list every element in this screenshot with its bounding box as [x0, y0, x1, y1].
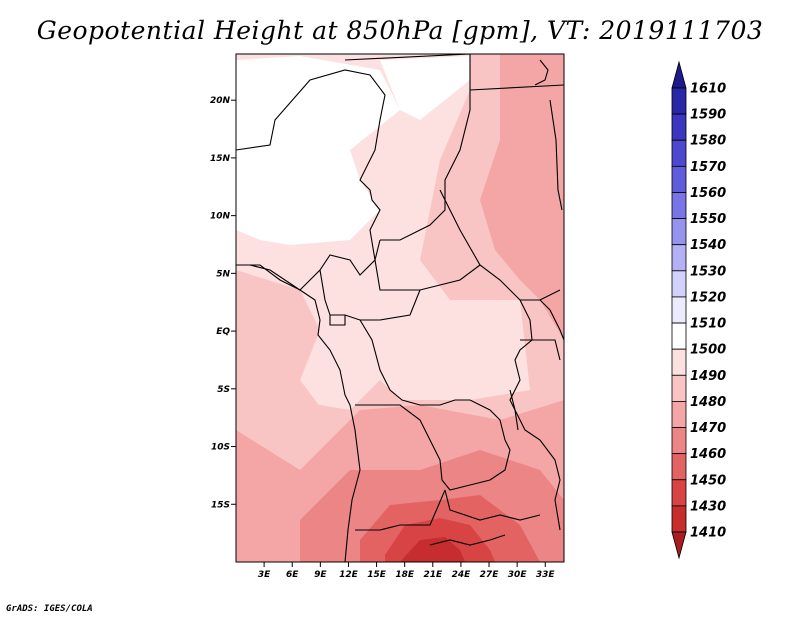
- border-car: [374, 239, 481, 291]
- y-tick-label: 10S: [211, 443, 230, 453]
- colorbar-box: [671, 401, 687, 428]
- lake-tanganyika: [509, 389, 519, 431]
- x-tick-label: 21E: [423, 570, 443, 580]
- colorbar-box: [671, 244, 687, 272]
- x-tick-label: 6E: [286, 570, 299, 580]
- colorbar-box: [671, 218, 687, 246]
- height-field: [236, 54, 564, 562]
- colorbar-label: 1470: [690, 421, 726, 436]
- field-1510-region: [236, 56, 400, 245]
- chart-title: Geopotential Height at 850hPa [gpm], VT:…: [36, 16, 764, 45]
- colorbar-box: [671, 87, 687, 115]
- colorbar-box: [671, 165, 687, 193]
- colorbar-box: [671, 427, 687, 455]
- border-sudan-south: [439, 189, 561, 301]
- x-tick-label: 24E: [452, 570, 472, 580]
- x-axis: 3E 6E 9E 12E 15E 18E 21E 24E 27E 30E 33E: [258, 562, 556, 580]
- colorbar-label: 1530: [690, 264, 726, 279]
- colorbar-label: 1510: [690, 317, 726, 332]
- colorbar-box: [671, 453, 687, 481]
- x-tick-label: 12E: [339, 570, 359, 580]
- border-zambia-zimbabwe: [444, 489, 541, 521]
- colorbar-box: [671, 139, 687, 167]
- colorbar-box: [671, 348, 687, 376]
- border-botswana: [429, 534, 506, 546]
- colorbar-label: 1570: [690, 160, 726, 175]
- field-1510-region-ne: [380, 56, 470, 120]
- coastlines-borders: [236, 54, 564, 562]
- x-tick-label: 27E: [480, 570, 500, 580]
- field-1430: [400, 537, 465, 562]
- grads-credit: GrADS: IGES/COLA: [6, 604, 93, 614]
- colorbar-label: 1460: [690, 447, 726, 462]
- border-kenya: [539, 299, 564, 341]
- y-tick-label: 15N: [210, 154, 231, 164]
- colorbar-label: 1430: [690, 499, 726, 514]
- border-egypt-sudan: [469, 84, 564, 91]
- plot-frame: [235, 53, 565, 563]
- colorbar-label: 1550: [690, 212, 726, 227]
- x-tick-label: 9E: [314, 570, 327, 580]
- sinai: [534, 59, 549, 86]
- border-namibia: [355, 489, 446, 531]
- y-tick-label: 20N: [210, 96, 231, 106]
- colorbar-box: [671, 322, 687, 350]
- y-tick-label: 5S: [217, 385, 230, 395]
- colorbar: 1610 1590 1580 1570 1560 1550 1540 1530 1520 1510…: [671, 60, 726, 560]
- y-tick-label: EQ: [216, 327, 230, 337]
- x-tick-label: 33E: [536, 570, 556, 580]
- colorbar-label: 1580: [690, 134, 726, 149]
- y-axis: 20N 15N 10N 5N EQ 5S 10S 15S: [210, 96, 236, 510]
- colorbar-box: [671, 505, 687, 533]
- colorbar-box: [671, 479, 687, 507]
- x-tick-label: 3E: [258, 570, 271, 580]
- colorbar-label: 1540: [690, 238, 726, 253]
- colorbar-box: [671, 113, 687, 141]
- colorbar-box: [671, 296, 687, 324]
- border-cameroon: [319, 269, 421, 321]
- colorbar-label: 1590: [690, 108, 726, 123]
- colorbar-label: 1490: [690, 369, 726, 384]
- border-eq-guinea: [329, 315, 346, 326]
- field-1480-east: [480, 54, 564, 340]
- colorbar-label: 1410: [690, 526, 726, 541]
- coast-atlantic: [236, 264, 361, 562]
- colorbar-label: 1610: [690, 82, 726, 97]
- colorbar-box: [671, 374, 687, 402]
- border-libya-chad: [344, 54, 471, 241]
- colorbar-top-arrow: [671, 60, 687, 89]
- red-sea-coast: [549, 99, 563, 211]
- x-tick-label: 15E: [367, 570, 387, 580]
- x-tick-label: 30E: [508, 570, 528, 580]
- colorbar-label: 1500: [690, 343, 726, 358]
- lake-victoria: [520, 339, 561, 361]
- colorbar-label: 1560: [690, 186, 726, 201]
- colorbar-label: 1480: [690, 395, 726, 410]
- colorbar-label: 1520: [690, 290, 726, 305]
- colorbar-box: [671, 192, 687, 219]
- colorbar-label: 1450: [690, 473, 726, 488]
- x-tick-label: 18E: [395, 570, 415, 580]
- border-angola: [355, 404, 511, 491]
- border-west-africa: [236, 69, 386, 291]
- y-tick-label: 5N: [216, 269, 230, 279]
- y-tick-label: 10N: [210, 212, 231, 222]
- colorbar-bottom-arrow: [671, 531, 687, 560]
- colorbar-box: [671, 270, 687, 298]
- y-tick-label: 15S: [211, 500, 230, 510]
- border-congo-drc: [359, 319, 506, 441]
